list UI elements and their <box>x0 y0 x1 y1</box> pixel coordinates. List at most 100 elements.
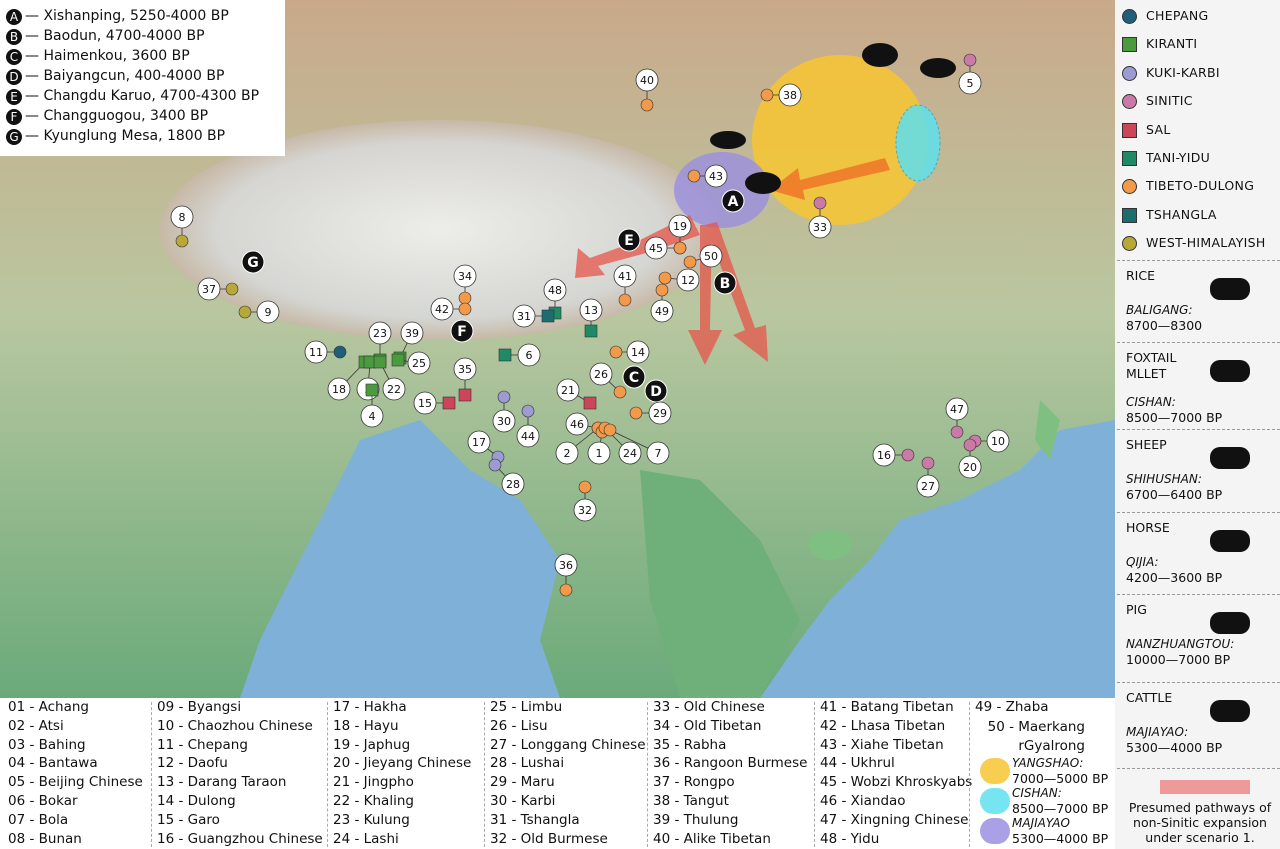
icon <box>1210 360 1250 382</box>
marker-label: 48 <box>548 284 562 297</box>
marker-label: 15 <box>418 397 432 410</box>
column-separator <box>814 702 815 847</box>
marker-label: 1 <box>596 447 603 460</box>
site-marker <box>644 379 668 403</box>
site-marker-letter: D <box>650 384 662 400</box>
language-marker <box>559 583 573 597</box>
language-marker <box>488 458 502 472</box>
marker-label: 42 <box>435 303 449 316</box>
marker-label-bg <box>589 362 613 386</box>
group-swatch <box>1122 179 1137 195</box>
group-swatch <box>1122 151 1137 166</box>
site-marker <box>241 250 265 274</box>
marker-label-bg <box>587 441 611 465</box>
separator <box>1117 682 1280 683</box>
language-entry: 40 - Alike Tibetan <box>653 830 771 847</box>
language-marker <box>683 255 697 269</box>
language-marker <box>655 283 669 297</box>
site-legend <box>0 0 285 156</box>
marker-label: 28 <box>506 478 520 491</box>
culture-name: NANZHUANGTOU: <box>1126 637 1235 651</box>
language-entry: 02 - Atsi <box>8 717 64 734</box>
language-entry: 19 - Japhug <box>333 736 411 753</box>
language-marker <box>373 355 387 369</box>
marker-label-bg <box>676 268 700 292</box>
marker-label: 11 <box>309 346 323 359</box>
language-marker <box>629 406 643 420</box>
marker-label-bg <box>360 404 384 428</box>
marker-label-bg <box>668 214 692 238</box>
marker-label-bg <box>635 68 659 92</box>
culture-swatch <box>980 818 1010 844</box>
marker-label: 44 <box>521 430 535 443</box>
culture-name: CISHAN: <box>1012 786 1062 800</box>
culture-name: MAJIAYAO <box>1012 816 1070 830</box>
language-marker <box>175 234 189 248</box>
site-label: — Baodun, 4700-4000 BP <box>25 28 205 44</box>
site-marker <box>721 189 745 213</box>
language-marker <box>442 396 456 410</box>
language-marker <box>333 345 347 359</box>
language-marker <box>950 425 964 439</box>
separator <box>1117 260 1280 261</box>
marker-label: 5 <box>967 77 974 90</box>
culture-dates: 6700—6400 BP <box>1126 487 1223 502</box>
marker-label: 38 <box>783 89 797 102</box>
language-marker <box>618 293 632 307</box>
language-entry: 12 - Daofu <box>157 755 228 772</box>
language-entry: 48 - Yidu <box>820 830 880 847</box>
cishan-area <box>895 104 941 182</box>
marker-label: 17 <box>472 436 486 449</box>
marker-label: 49 <box>655 305 669 318</box>
group-swatch <box>1122 65 1137 81</box>
marker-label: 2 <box>564 447 571 460</box>
site-marker-letter: G <box>247 255 259 271</box>
group-swatch <box>1122 207 1137 223</box>
marker-label: 12 <box>681 274 695 287</box>
language-entry: 37 - Rongpo <box>653 774 735 791</box>
language-marker <box>613 385 627 399</box>
group-name: SINITIC <box>1146 93 1193 109</box>
marker-label: 34 <box>458 270 472 283</box>
marker-label-bg <box>256 300 280 324</box>
marker-label: 27 <box>921 480 935 493</box>
language-entry: 01 - Achang <box>8 699 90 715</box>
language-marker <box>901 448 915 462</box>
language-marker <box>497 390 511 404</box>
group-swatch <box>1122 94 1137 110</box>
crop-name: HORSE <box>1126 520 1170 535</box>
marker-label-bg <box>613 264 637 288</box>
marker-label-bg <box>368 321 392 345</box>
majiayao-area <box>674 152 770 228</box>
site-label: — Baiyangcun, 400-4000 BP <box>25 68 225 84</box>
expansion-arrow <box>770 158 890 200</box>
separator <box>1117 342 1280 343</box>
language-entry: 14 - Dulong <box>157 793 236 809</box>
culture-name: SHIHUSHAN: <box>1126 472 1202 486</box>
language-marker <box>365 383 379 397</box>
marker-label-bg <box>501 472 525 496</box>
marker-label-bg <box>407 351 431 375</box>
language-entry: 47 - Xingning Chinese <box>820 811 969 828</box>
marker-label-bg <box>986 429 1010 453</box>
site-label: — Changguogou, 3400 BP <box>25 108 209 124</box>
language-entry: 26 - Lisu <box>490 717 548 734</box>
marker-label: 22 <box>387 383 401 396</box>
language-entry: 29 - Maru <box>490 774 555 791</box>
icon <box>1210 530 1250 552</box>
language-entry: 05 - Beijing Chinese <box>8 774 143 791</box>
language-marker <box>603 423 617 437</box>
site-marker-letter: B <box>720 276 731 292</box>
marker-label-bg <box>646 441 670 465</box>
marker-label-bg <box>778 83 802 107</box>
marker-label: 39 <box>405 327 419 340</box>
marker-label: 46 <box>570 418 584 431</box>
language-marker <box>609 345 623 359</box>
marker-label-bg <box>650 299 674 323</box>
culture-name: QIJIA: <box>1126 555 1159 569</box>
site-letter: B <box>6 29 22 45</box>
site-marker-letter: F <box>457 324 467 340</box>
marker-label-bg <box>413 391 437 415</box>
marker-label-bg <box>554 553 578 577</box>
marker-label: 9 <box>265 306 272 319</box>
